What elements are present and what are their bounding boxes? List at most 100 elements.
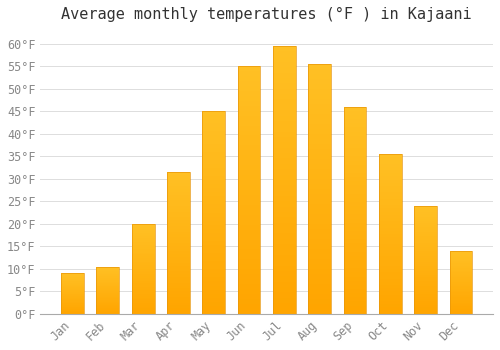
Bar [308,64,331,69]
Bar [61,302,84,303]
Bar [96,284,119,285]
Bar [167,288,190,291]
Bar [450,295,472,296]
Bar [308,194,331,199]
Bar [202,261,225,265]
Bar [132,298,154,300]
Bar [450,252,472,253]
Bar [61,308,84,309]
Bar [61,304,84,305]
Bar [308,289,331,294]
Bar [344,107,366,314]
Bar [167,237,190,240]
Bar [379,176,402,180]
Bar [167,229,190,232]
Bar [61,288,84,289]
Bar [308,249,331,254]
Bar [238,175,260,180]
Bar [167,226,190,229]
Bar [132,249,154,251]
Bar [61,293,84,294]
Bar [202,188,225,192]
Bar [132,253,154,254]
Bar [273,255,296,260]
Bar [379,282,402,285]
Bar [61,286,84,287]
Bar [344,285,366,289]
Bar [61,274,84,275]
Bar [96,275,119,276]
Bar [450,312,472,313]
Bar [414,234,437,236]
Bar [450,305,472,306]
Bar [450,273,472,275]
Bar [96,301,119,302]
Bar [344,115,366,119]
Bar [450,276,472,277]
Bar [344,289,366,293]
Bar [238,71,260,76]
Bar [450,265,472,266]
Bar [414,253,437,256]
Bar [167,209,190,212]
Bar [379,163,402,167]
Bar [167,220,190,223]
Bar [132,260,154,262]
Bar [273,169,296,175]
Bar [414,266,437,268]
Bar [450,310,472,312]
Bar [414,296,437,299]
Bar [167,271,190,274]
Bar [202,115,225,119]
Bar [61,300,84,301]
Bar [414,245,437,247]
Bar [96,310,119,311]
Bar [414,206,437,208]
Bar [202,144,225,148]
Bar [414,219,437,221]
Bar [344,210,366,215]
Bar [132,289,154,290]
Bar [273,228,296,233]
Bar [308,129,331,134]
Bar [132,251,154,253]
Bar [238,299,260,304]
Bar [308,164,331,169]
Bar [238,170,260,175]
Bar [379,167,402,170]
Bar [308,284,331,289]
Bar [61,273,84,274]
Bar [238,165,260,170]
Bar [344,306,366,310]
Bar [450,284,472,285]
Bar [273,260,296,266]
Bar [238,245,260,250]
Bar [96,280,119,281]
Bar [202,286,225,289]
Bar [414,208,437,210]
Bar [450,262,472,264]
Bar [308,184,331,189]
Bar [202,306,225,310]
Bar [450,270,472,271]
Bar [273,121,296,126]
Bar [344,268,366,272]
Bar [132,269,154,271]
Bar [202,278,225,281]
Bar [273,159,296,164]
Bar [344,293,366,297]
Bar [167,268,190,271]
Bar [379,304,402,308]
Bar [273,51,296,57]
Bar [167,183,190,186]
Bar [273,185,296,191]
Bar [132,310,154,312]
Bar [96,285,119,286]
Bar [96,271,119,272]
Bar [96,283,119,284]
Bar [308,64,331,314]
Bar [308,109,331,114]
Bar [308,114,331,119]
Bar [167,311,190,314]
Bar [167,206,190,209]
